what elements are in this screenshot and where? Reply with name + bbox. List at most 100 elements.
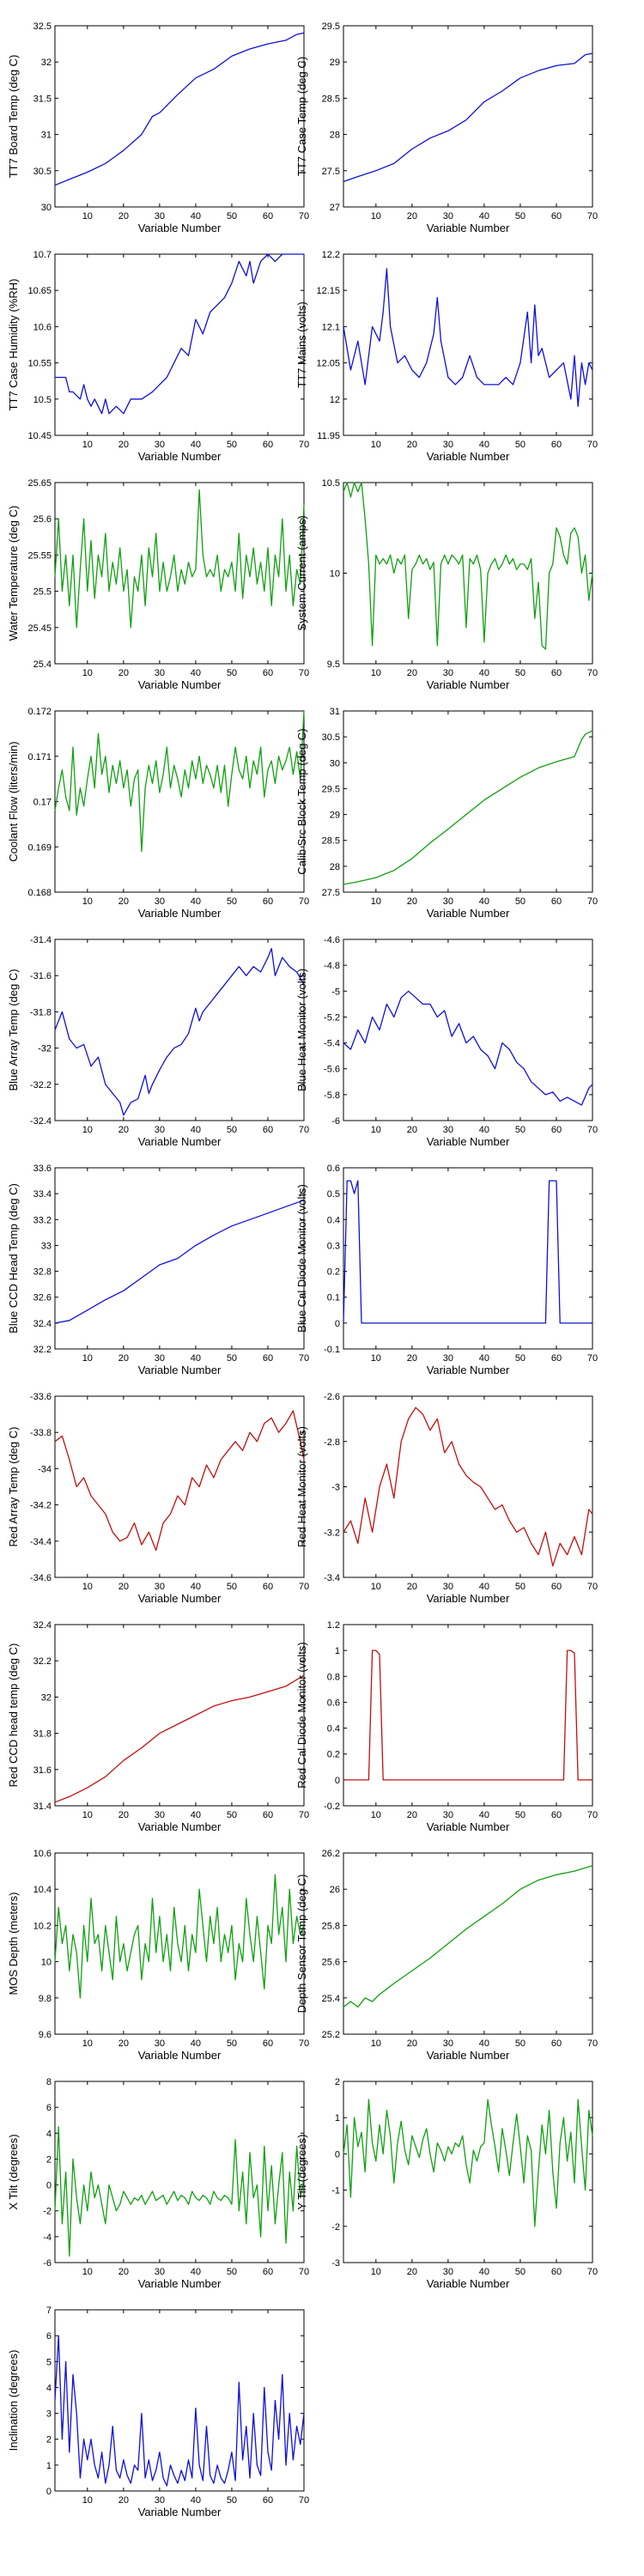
x-tick-label: 50 (515, 1353, 526, 1364)
y-tick-label: -32.4 (30, 1116, 52, 1127)
x-tick-label: 30 (443, 896, 453, 907)
y-tick-label: 32.2 (33, 1345, 52, 1355)
series-line (54, 2335, 305, 2487)
y-tick-label: 0.6 (327, 1698, 340, 1708)
y-tick-label: -34 (38, 1464, 52, 1474)
plot-area (343, 1624, 593, 1807)
chart-panel: 10 20 30 40 50 60 70 -32.4 -32.2 -32 -31.8 -31.6 -31… (7, 935, 309, 1148)
plot-area (54, 939, 305, 1121)
y-tick-label: 27.5 (322, 167, 340, 177)
x-tick-label: 40 (191, 1582, 201, 1592)
x-tick-label: 70 (299, 2038, 309, 2049)
y-tick-label: 28.5 (322, 836, 340, 847)
x-tick-label: 20 (118, 1353, 129, 1364)
x-axis-label: Variable Number (138, 1592, 222, 1605)
x-tick-label: 20 (407, 1353, 417, 1364)
plot-area (54, 482, 305, 665)
x-tick-label: 30 (155, 2495, 165, 2506)
y-tick-label: 31 (330, 707, 340, 717)
y-tick-label: 25.6 (322, 1958, 340, 1968)
x-tick-label: 10 (371, 2038, 381, 2049)
y-tick-label: 25.4 (33, 659, 52, 670)
y-tick-label: 0.17 (33, 798, 52, 808)
y-axis-label: Red Cal Diode Monitor (volts) (295, 1642, 308, 1789)
x-tick-label: 10 (371, 440, 381, 450)
y-tick-label: 25.2 (322, 2030, 340, 2040)
plot-area (343, 1167, 593, 1350)
x-tick-label: 10 (82, 2267, 93, 2277)
y-tick-label: 32.2 (33, 1656, 52, 1667)
y-axis-label: TT7 Case Humidity (%RH) (7, 279, 20, 411)
plot-area (54, 2081, 305, 2263)
series-line (343, 2099, 593, 2227)
x-tick-label: 60 (551, 668, 562, 678)
x-axis-label: Variable Number (427, 1820, 510, 1833)
x-axis-label: Variable Number (427, 678, 510, 691)
x-tick-label: 40 (479, 2267, 489, 2277)
y-tick-label: 0.169 (27, 842, 52, 853)
y-tick-label: -2 (43, 2207, 52, 2217)
x-axis-label: Variable Number (138, 1820, 222, 1833)
x-axis-label: Variable Number (138, 1135, 222, 1148)
x-tick-label: 70 (299, 1582, 309, 1592)
x-tick-label: 50 (227, 668, 237, 678)
x-tick-label: 40 (479, 668, 489, 678)
series-line (55, 253, 304, 415)
y-axis-label: Blue Cal Diode Monitor (volts) (295, 1184, 308, 1333)
y-tick-label: 10.6 (33, 322, 52, 332)
y-tick-label: 7 (46, 2306, 52, 2316)
chart-panel: 10 20 30 40 50 60 70 0.168 0.169 0.17 0.171 0.172 Va… (7, 707, 309, 920)
x-tick-label: 40 (479, 1810, 489, 1820)
x-tick-label: 30 (443, 1582, 453, 1592)
x-tick-label: 20 (407, 2038, 417, 2049)
chart-panel: 10 20 30 40 50 60 70 10.45 10.5 10.55 10.6 10.65 10.… (7, 250, 309, 463)
x-tick-label: 70 (299, 896, 309, 907)
series-line (343, 482, 593, 650)
x-tick-label: 50 (227, 2495, 237, 2506)
y-tick-label: 26.2 (322, 1849, 340, 1859)
series-line (343, 268, 593, 407)
chart-panel: 10 20 30 40 50 60 70 0 1 2 3 4 5 6 7 Variable Number Inc… (7, 2306, 309, 2518)
x-tick-label: 10 (371, 2267, 381, 2277)
x-tick-label: 50 (227, 1353, 237, 1364)
x-tick-label: 20 (407, 2267, 417, 2277)
y-tick-label: 0 (335, 1776, 340, 1786)
x-tick-label: 40 (191, 2038, 201, 2049)
y-tick-label: 9.6 (39, 2030, 52, 2040)
y-tick-label: 32.4 (33, 1319, 52, 1329)
y-tick-label: 30 (41, 203, 52, 213)
y-axis-label: TT7 Case Temp (deg C) (295, 57, 308, 176)
plot-area (343, 1395, 593, 1578)
x-tick-label: 60 (551, 2267, 562, 2277)
series-line (54, 32, 305, 186)
x-tick-label: 60 (551, 1125, 562, 1135)
y-tick-label: -33.8 (30, 1428, 52, 1438)
x-tick-label: 50 (515, 896, 526, 907)
series-line (343, 52, 593, 183)
y-tick-label: -6 (43, 2258, 52, 2269)
series-line (54, 489, 305, 629)
y-tick-label: 8 (46, 2077, 52, 2087)
x-axis-label: Variable Number (427, 1135, 510, 1148)
y-tick-label: 25.4 (322, 1994, 340, 2004)
x-tick-label: 60 (551, 1810, 562, 1820)
x-tick-label: 10 (82, 1353, 93, 1364)
y-tick-label: 32.4 (33, 1620, 52, 1631)
x-tick-label: 60 (263, 1810, 273, 1820)
y-tick-label: 25.65 (27, 478, 52, 489)
x-tick-label: 30 (155, 2267, 165, 2277)
y-tick-label: 28.5 (322, 94, 340, 104)
y-axis-label: Calib Src Block Temp (deg C) (295, 728, 308, 874)
y-tick-label: -3 (331, 2258, 340, 2269)
y-tick-label: 30.5 (322, 732, 340, 743)
x-tick-label: 30 (155, 896, 165, 907)
plot-area (343, 482, 593, 665)
y-axis-label: Red Array Temp (deg C) (7, 1427, 20, 1547)
x-tick-label: 40 (191, 896, 201, 907)
y-tick-label: -32.2 (30, 1080, 52, 1091)
y-tick-label: 32.8 (33, 1267, 52, 1278)
x-tick-label: 70 (587, 668, 598, 678)
x-tick-label: 40 (479, 211, 489, 222)
y-tick-label: 0.8 (327, 1672, 340, 1682)
chart-panel: 10 20 30 40 50 60 70 27.5 28 28.5 29 29.5 30 30.5 31 Va… (295, 707, 598, 920)
